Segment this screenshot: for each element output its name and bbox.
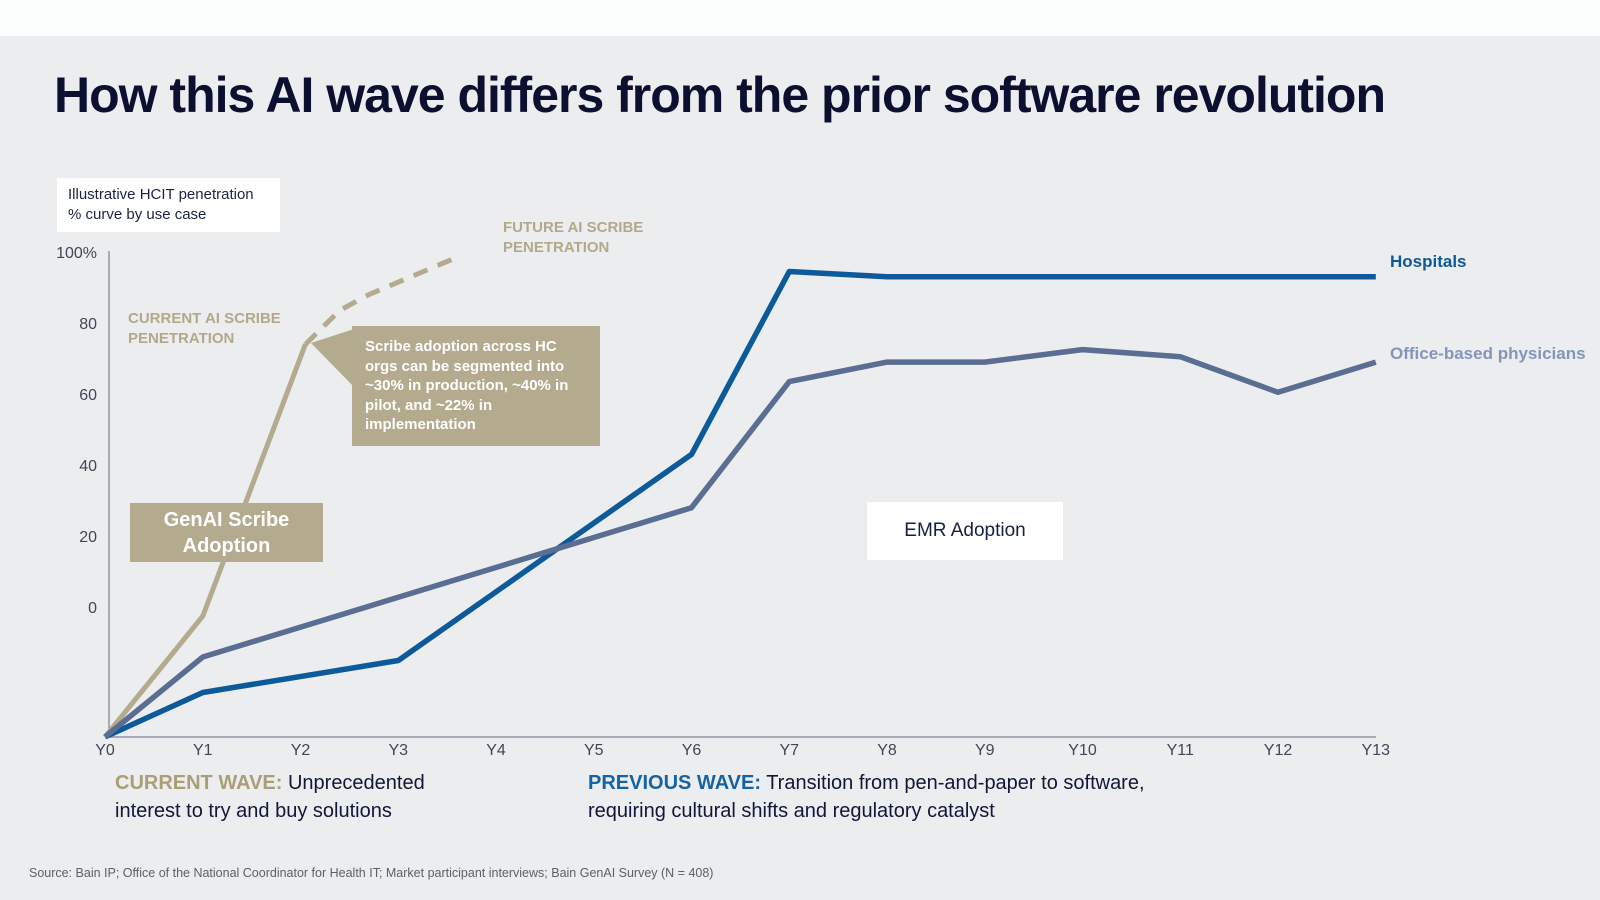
x-tick-label: Y0: [95, 742, 115, 759]
x-tick-label: Y7: [779, 742, 800, 759]
series-line-genai-scribe-current: [103, 343, 308, 739]
series-line-hospitals: [103, 268, 1376, 740]
previous-wave-text: Transition from pen-and-paper to softwar…: [588, 772, 1145, 822]
x-tick-label: Y5: [583, 742, 604, 759]
series-line-genai-scribe-future: [303, 254, 458, 347]
page-title: How this AI wave differs from the prior …: [54, 67, 1386, 123]
chart-subtitle-box: Illustrative HCIT penetration % curve by…: [57, 178, 280, 232]
source-line: Source: Bain IP; Office of the National …: [29, 866, 714, 880]
x-tick-label: Y11: [1166, 742, 1194, 759]
x-tick-label: Y10: [1068, 742, 1097, 759]
x-tick-label: Y4: [486, 742, 506, 759]
previous-wave-label: PREVIOUS WAVE:: [588, 772, 761, 794]
y-tick-label: 60: [79, 386, 97, 404]
y-tick-label: 20: [79, 528, 97, 546]
x-tick-label: Y8: [877, 742, 897, 759]
legend-hospitals: Hospitals: [1390, 252, 1467, 271]
genai-scribe-adoption-box: GenAI Scribe Adoption: [130, 503, 323, 562]
x-tick-label: Y1: [192, 742, 213, 759]
current-wave-label: CURRENT WAVE:: [115, 772, 283, 794]
series-line-office-physicians: [103, 346, 1377, 740]
x-tick-label: Y12: [1263, 742, 1293, 759]
y-tick-label: 100%: [56, 244, 97, 262]
x-tick-label: Y9: [974, 742, 995, 759]
current-wave-text: Unprecedented interest to try and buy so…: [115, 772, 425, 822]
y-tick-label: 0: [88, 600, 97, 617]
callout-pointer: [311, 329, 354, 387]
scribe-adoption-callout: Scribe adoption across HC orgs can be se…: [352, 326, 600, 446]
current-ai-scribe-label: CURRENT AI SCRIBE PENETRATION: [128, 310, 281, 347]
top-margin-strip: [0, 0, 1600, 36]
x-tick-label: Y13: [1361, 742, 1390, 759]
previous-wave-note: PREVIOUS WAVE: Transition from pen-and-p…: [588, 769, 1166, 825]
future-ai-scribe-label: FUTURE AI SCRIBE PENETRATION: [503, 219, 644, 256]
legend-office-physicians: Office-based physicians: [1390, 344, 1586, 363]
emr-adoption-box: EMR Adoption: [867, 502, 1063, 560]
y-tick-label: 80: [79, 315, 97, 333]
x-tick-label: Y2: [290, 742, 311, 759]
x-tick-label: Y6: [681, 742, 702, 759]
y-tick-label: 40: [79, 457, 97, 475]
current-wave-note: CURRENT WAVE: Unprecedented interest to …: [115, 769, 463, 825]
x-tick-label: Y3: [388, 742, 409, 759]
